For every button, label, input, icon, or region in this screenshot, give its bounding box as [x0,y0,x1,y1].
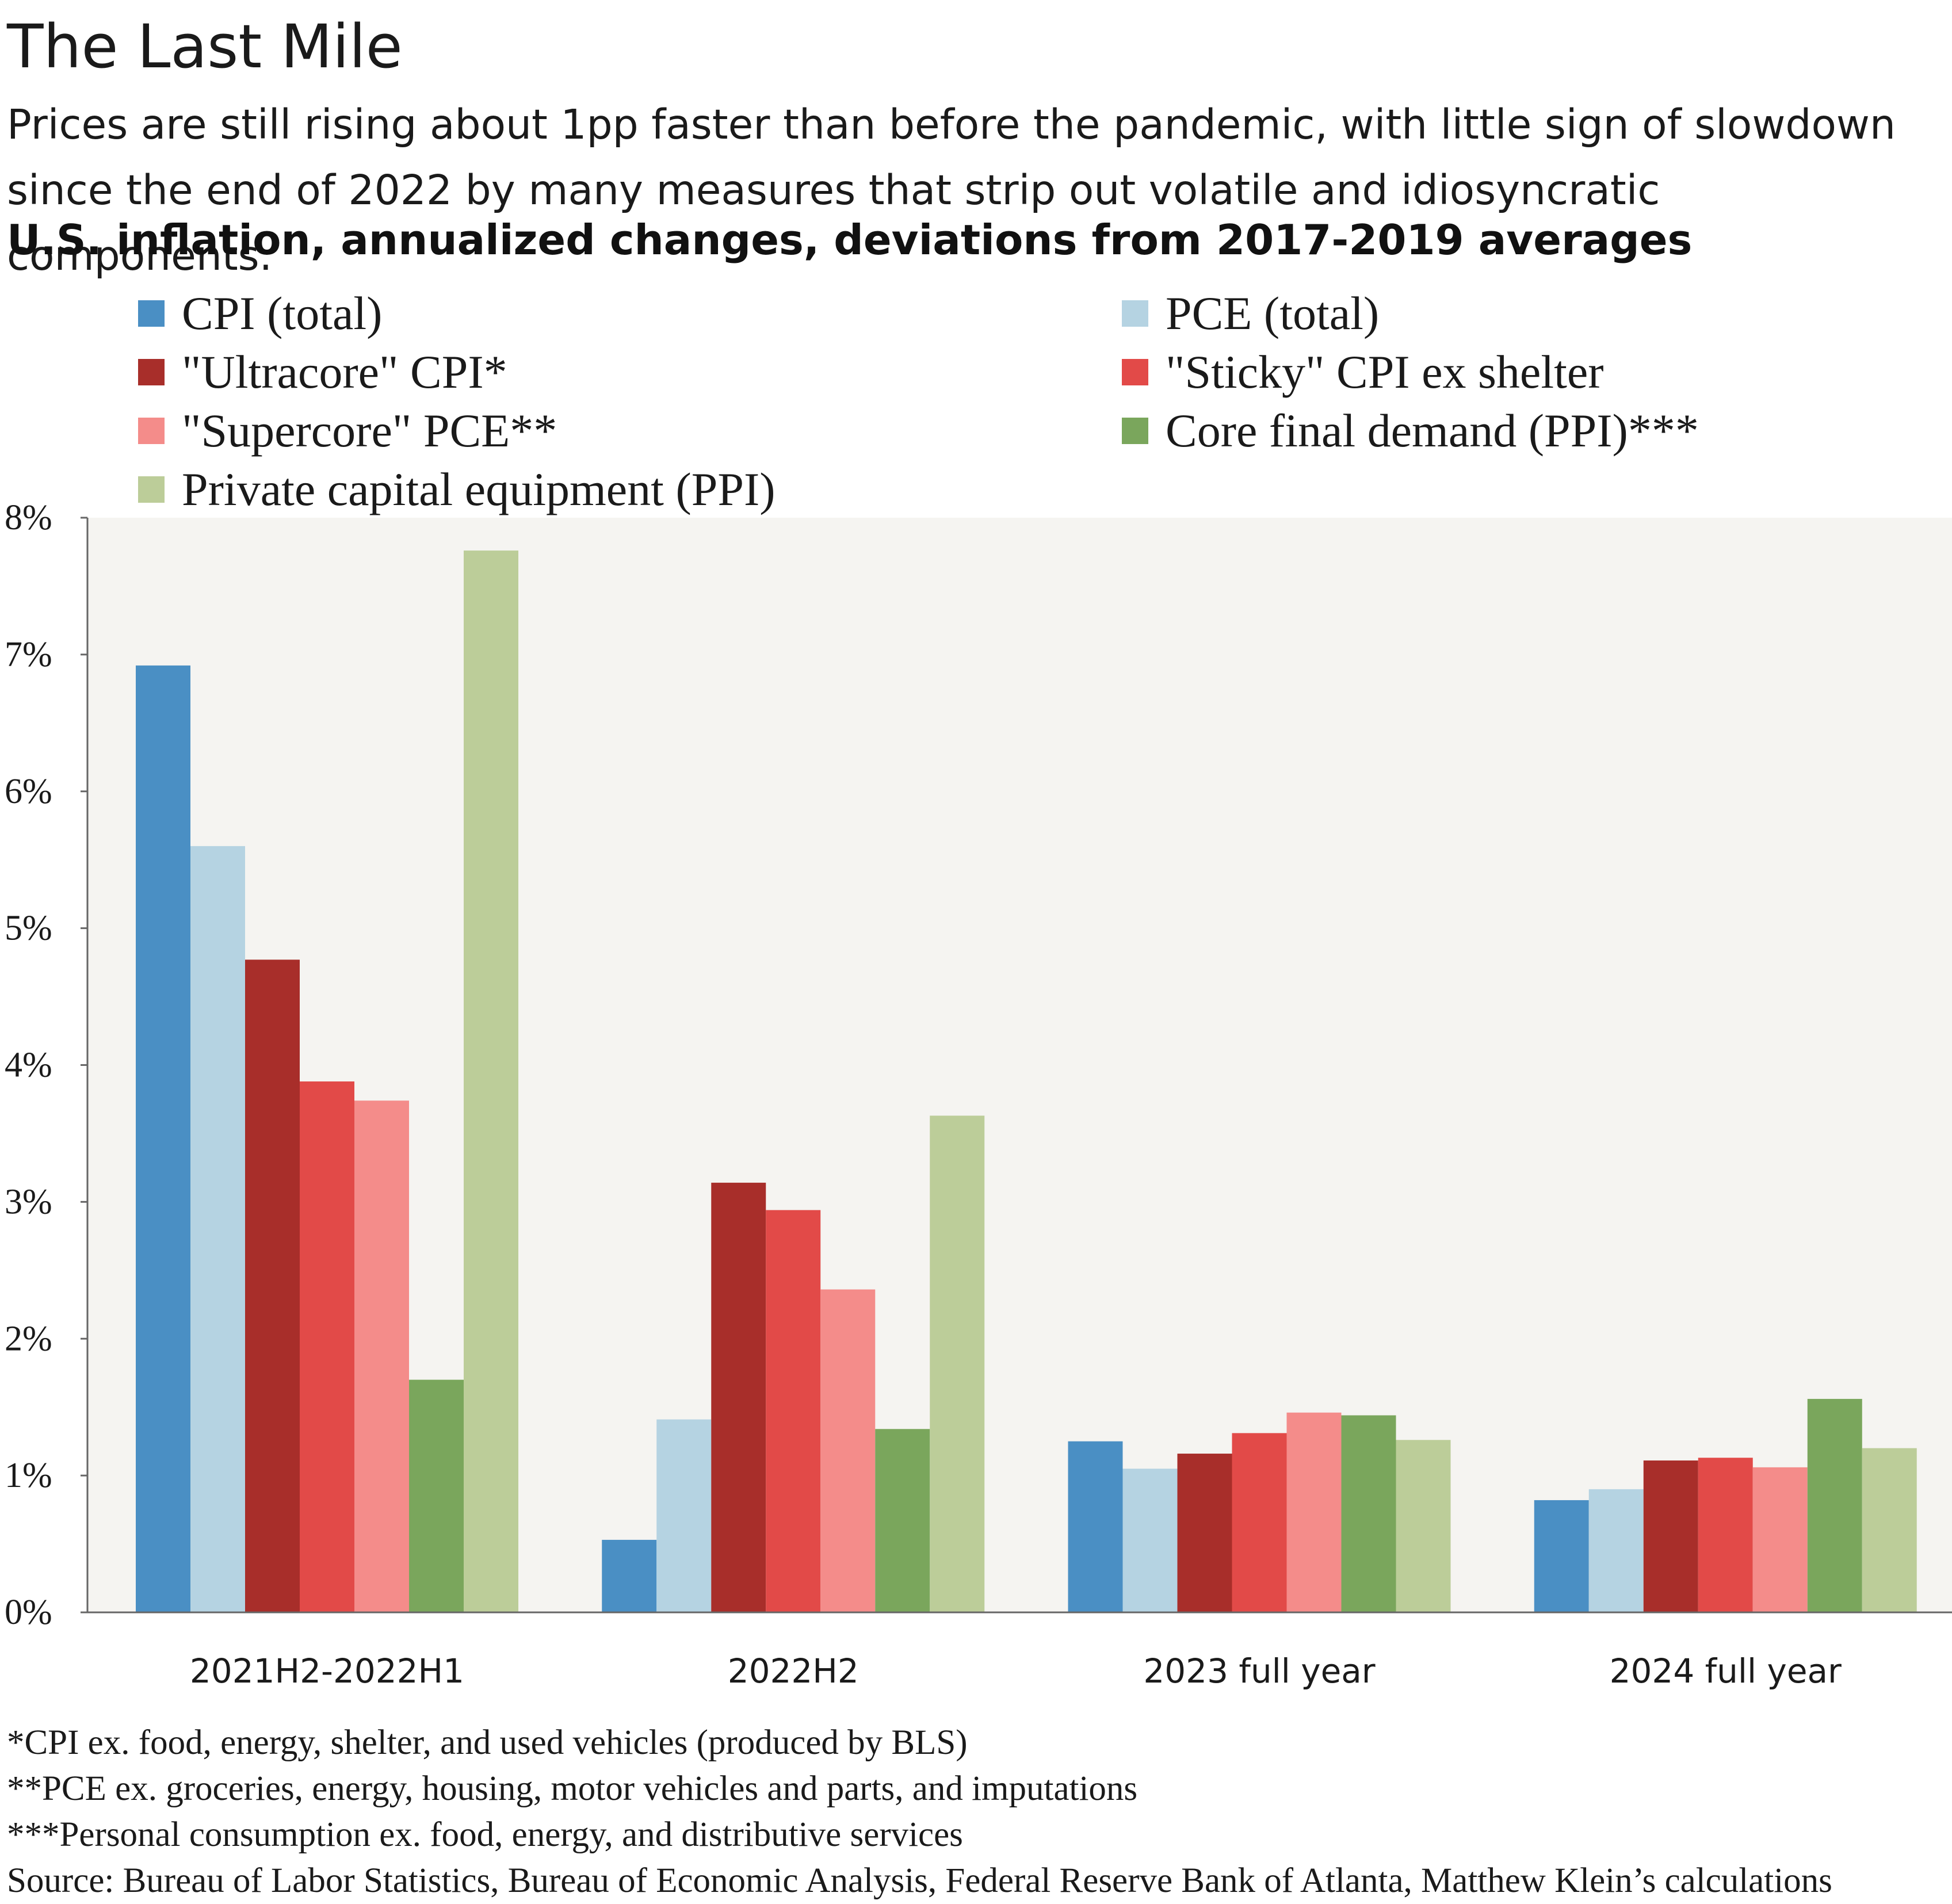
legend-swatch [138,300,165,327]
bar [602,1539,657,1612]
source-note: Source: Bureau of Labor Statistics, Bure… [7,1861,1832,1900]
bar [1122,1469,1178,1612]
bar [1068,1441,1123,1612]
bar-chart: 0% 1% 2% 3% 4% 5% 6% 7% 8% 2021H2-2022H1 2022H2 202… [5,498,1952,1691]
bar [464,550,518,1612]
legend-label: PCE (total) [1166,287,1380,339]
bar [656,1419,712,1612]
y-tick-label: 5% [5,909,52,948]
bar [1588,1489,1644,1612]
bar [1396,1440,1451,1612]
bar [1534,1500,1589,1612]
bar [190,846,245,1612]
chart-title: The Last Mile [7,12,403,82]
y-tick-label: 0% [5,1593,52,1632]
x-tick-label: 2022H2 [728,1651,859,1691]
y-tick-label: 1% [5,1456,52,1495]
legend-label: Core final demand (PPI)*** [1166,404,1699,457]
bar [1341,1415,1396,1612]
legend-swatch [1122,359,1148,385]
legend-swatch [1122,418,1148,444]
bar [1862,1448,1917,1612]
legend-label: "Ultracore" CPI* [182,346,507,398]
bar [930,1115,985,1612]
footnote-supercore: **PCE ex. groceries, energy, housing, mo… [7,1769,1138,1808]
legend-item: "Supercore" PCE** [138,404,557,458]
legend-label: Private capital equipment (PPI) [182,463,776,515]
chart-heading: U.S. inflation, annualized changes, devi… [7,216,1693,264]
bar [1286,1412,1342,1612]
legend-item: Private capital equipment (PPI) [138,462,776,517]
x-tick-label: 2023 full year [1143,1651,1375,1691]
y-tick-label: 3% [5,1182,52,1221]
bar [1232,1433,1287,1612]
bar [875,1429,930,1612]
bar [1752,1467,1808,1612]
x-tick-label: 2021H2-2022H1 [190,1651,464,1691]
bar [1177,1454,1232,1612]
legend-swatch [138,476,165,503]
legend-label: "Sticky" CPI ex shelter [1166,346,1604,398]
legend-item: "Sticky" CPI ex shelter [1122,345,1604,399]
bar [409,1379,464,1612]
bar [766,1210,821,1612]
bar [245,959,300,1612]
y-tick-label: 4% [5,1046,52,1085]
bar [136,665,190,1612]
footnotes: *CPI ex. food, energy, shelter, and used… [7,1720,1946,1904]
bar [300,1081,354,1612]
legend-label: CPI (total) [182,287,383,339]
legend-swatch [138,359,165,385]
legend-label: "Supercore" PCE** [182,404,557,457]
legend-swatch [138,418,165,444]
y-tick-label: 8% [5,498,52,537]
bar [354,1100,409,1612]
legend-item: Core final demand (PPI)*** [1122,404,1699,458]
legend-item: CPI (total) [138,286,382,341]
x-tick-label: 2024 full year [1610,1651,1842,1691]
footnote-ultracore: *CPI ex. food, energy, shelter, and used… [7,1723,968,1762]
bar [1807,1398,1862,1612]
y-tick-label: 6% [5,772,52,811]
bar [820,1289,876,1612]
bar [711,1183,766,1612]
y-tick-label: 2% [5,1319,52,1358]
legend-swatch [1122,300,1148,327]
legend-item: PCE (total) [1122,286,1379,341]
legend-item: "Ultracore" CPI* [138,345,507,399]
y-tick-label: 7% [5,635,52,674]
bar [1643,1460,1698,1612]
footnote-ppi: ***Personal consumption ex. food, energy… [7,1815,963,1854]
bar [1698,1458,1753,1612]
chart-subtitle: Prices are still rising about 1pp faster… [7,101,1896,280]
